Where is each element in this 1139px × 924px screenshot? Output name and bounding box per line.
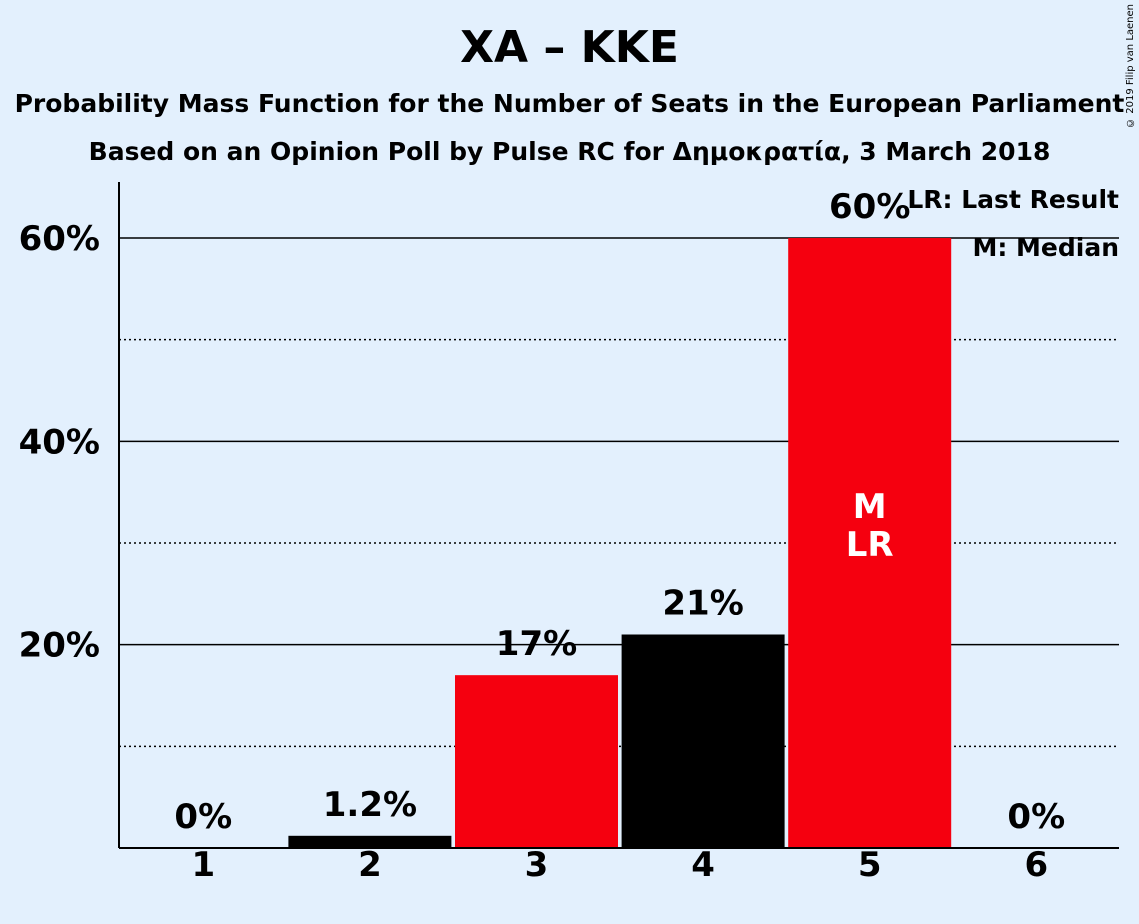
y-tick-label: 20% <box>19 626 100 666</box>
bar-value-label: 60% <box>829 187 910 227</box>
x-tick-label: 3 <box>525 845 549 885</box>
bar-seat-4 <box>621 634 785 848</box>
chart-subtitle-1: Probability Mass Function for the Number… <box>14 89 1125 118</box>
bar-annotation: M <box>853 487 887 527</box>
y-tick-label: 60% <box>19 219 100 259</box>
y-tick-label: 40% <box>19 422 100 462</box>
chart-title: ΧΑ – ΚΚΕ <box>460 22 679 73</box>
bar-value-label: 1.2% <box>323 785 417 825</box>
bar-seat-2 <box>288 835 452 848</box>
legend-median: M: Median <box>972 233 1119 262</box>
bar-value-label: 21% <box>662 584 743 624</box>
x-tick-label: 1 <box>191 845 215 885</box>
x-tick-label: 6 <box>1024 845 1048 885</box>
bar-value-label: 0% <box>174 797 232 837</box>
bar-seat-5 <box>788 238 952 848</box>
x-tick-label: 2 <box>358 845 382 885</box>
bar-annotation: LR <box>846 525 894 565</box>
bar-value-label: 17% <box>496 624 577 664</box>
legend-last-result: LR: Last Result <box>907 185 1119 214</box>
x-tick-label: 4 <box>691 845 715 885</box>
x-tick-label: 5 <box>858 845 882 885</box>
bar-value-label: 0% <box>1007 797 1065 837</box>
chart-subtitle-2: Based on an Opinion Poll by Pulse RC for… <box>88 137 1051 166</box>
bar-seat-3 <box>455 675 618 848</box>
